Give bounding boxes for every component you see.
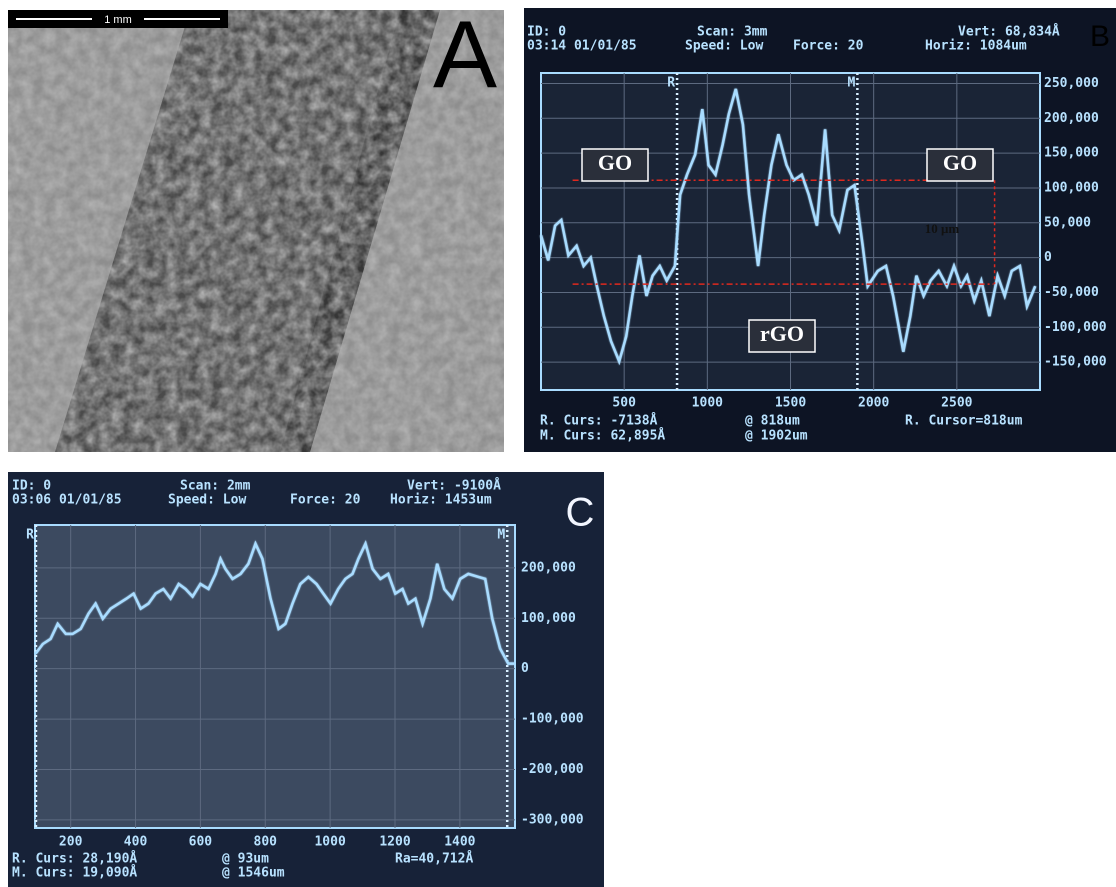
screen-footer: M. Curs: 62,895Å	[540, 428, 665, 444]
annotation: GO	[943, 150, 977, 175]
y-tick-label: -200,000	[521, 762, 584, 777]
x-tick-label: 200	[59, 835, 83, 850]
scale-bar-label: 1 mm	[104, 14, 132, 26]
x-tick-label: 1200	[379, 835, 410, 850]
sem-texture	[8, 10, 504, 452]
screen-header: Speed: Low	[685, 39, 763, 54]
panel-a: 1 mm A	[8, 1, 504, 452]
screen-footer: @ 1902um	[745, 429, 808, 444]
screen-header: 03:14 01/01/85	[527, 39, 637, 54]
y-tick-label: 0	[1044, 250, 1052, 265]
plot-area	[35, 525, 515, 828]
annotation: rGO	[760, 321, 804, 346]
y-tick-label: 200,000	[1044, 111, 1099, 126]
y-tick-label: 100,000	[521, 611, 576, 626]
screen-header: ID: 0	[12, 479, 51, 494]
annotation: GO	[598, 150, 632, 175]
screen-footer: M. Curs: 19,090Å	[12, 865, 137, 881]
screen-header: Force: 20	[290, 493, 361, 508]
screen-header: Force: 20	[793, 39, 864, 54]
screen-header: Vert: -9100Å	[407, 478, 501, 494]
y-tick-label: 50,000	[1044, 215, 1091, 230]
screen-footer: Ra=40,712Å	[395, 851, 473, 867]
screen-header: Horiz: 1084um	[925, 39, 1027, 54]
screen-header: Scan: 3mm	[697, 25, 768, 40]
y-tick-label: -100,000	[1044, 320, 1107, 335]
x-tick-label: 1000	[692, 396, 723, 411]
screen-header: Horiz: 1453um	[390, 493, 492, 508]
cursor-label: R	[667, 76, 675, 91]
screen-header: Speed: Low	[168, 493, 246, 508]
x-tick-label: 1500	[775, 396, 806, 411]
cursor-label: M	[497, 528, 505, 543]
screen-footer: @ 93um	[222, 852, 269, 867]
screen-footer: R. Curs: 28,190Å	[12, 851, 137, 867]
y-tick-label: -50,000	[1044, 285, 1099, 300]
screen-header: ID: 0	[527, 25, 566, 40]
screen-footer: @ 818um	[745, 414, 800, 429]
y-tick-label: -100,000	[521, 712, 584, 727]
screen-footer: R. Cursor=818um	[905, 414, 1023, 429]
x-tick-label: 2500	[941, 396, 972, 411]
screen-footer: R. Curs: -7138Å	[540, 413, 658, 429]
panel-label: C	[566, 491, 595, 535]
y-tick-label: -150,000	[1044, 355, 1107, 370]
screen-footer: @ 1546um	[222, 866, 285, 881]
cursor-label: R	[26, 528, 34, 543]
screen-header: 03:06 01/01/85	[12, 493, 122, 508]
panel: 200,000 100,000 0 -100,000 -200,000 -300,000 2…	[8, 472, 604, 887]
cursor-label: M	[848, 76, 856, 91]
panel-label: B	[1090, 20, 1110, 53]
y-tick-label: 250,000	[1044, 76, 1099, 91]
figure: 1 mm A 250,000 200,000 150,000 100,000 50,00…	[0, 0, 1116, 887]
x-tick-label: 500	[612, 396, 636, 411]
x-tick-label: 1400	[444, 835, 475, 850]
x-tick-label: 600	[189, 835, 213, 850]
panel-label: A	[433, 1, 497, 108]
y-tick-label: 150,000	[1044, 146, 1099, 161]
annotation: 10 μm	[925, 221, 960, 236]
y-tick-label: -300,000	[521, 812, 584, 827]
panel: 250,000 200,000 150,000 100,000 50,000 0 -50,0…	[524, 8, 1116, 452]
x-tick-label: 800	[254, 835, 278, 850]
x-tick-label: 1000	[314, 835, 345, 850]
y-tick-label: 0	[521, 661, 529, 676]
screen-header: Scan: 2mm	[180, 479, 251, 494]
y-tick-label: 100,000	[1044, 180, 1099, 195]
x-tick-label: 2000	[858, 396, 889, 411]
y-tick-label: 200,000	[521, 560, 576, 575]
screen-header: Vert: 68,834Å	[958, 24, 1060, 40]
x-tick-label: 400	[124, 835, 148, 850]
